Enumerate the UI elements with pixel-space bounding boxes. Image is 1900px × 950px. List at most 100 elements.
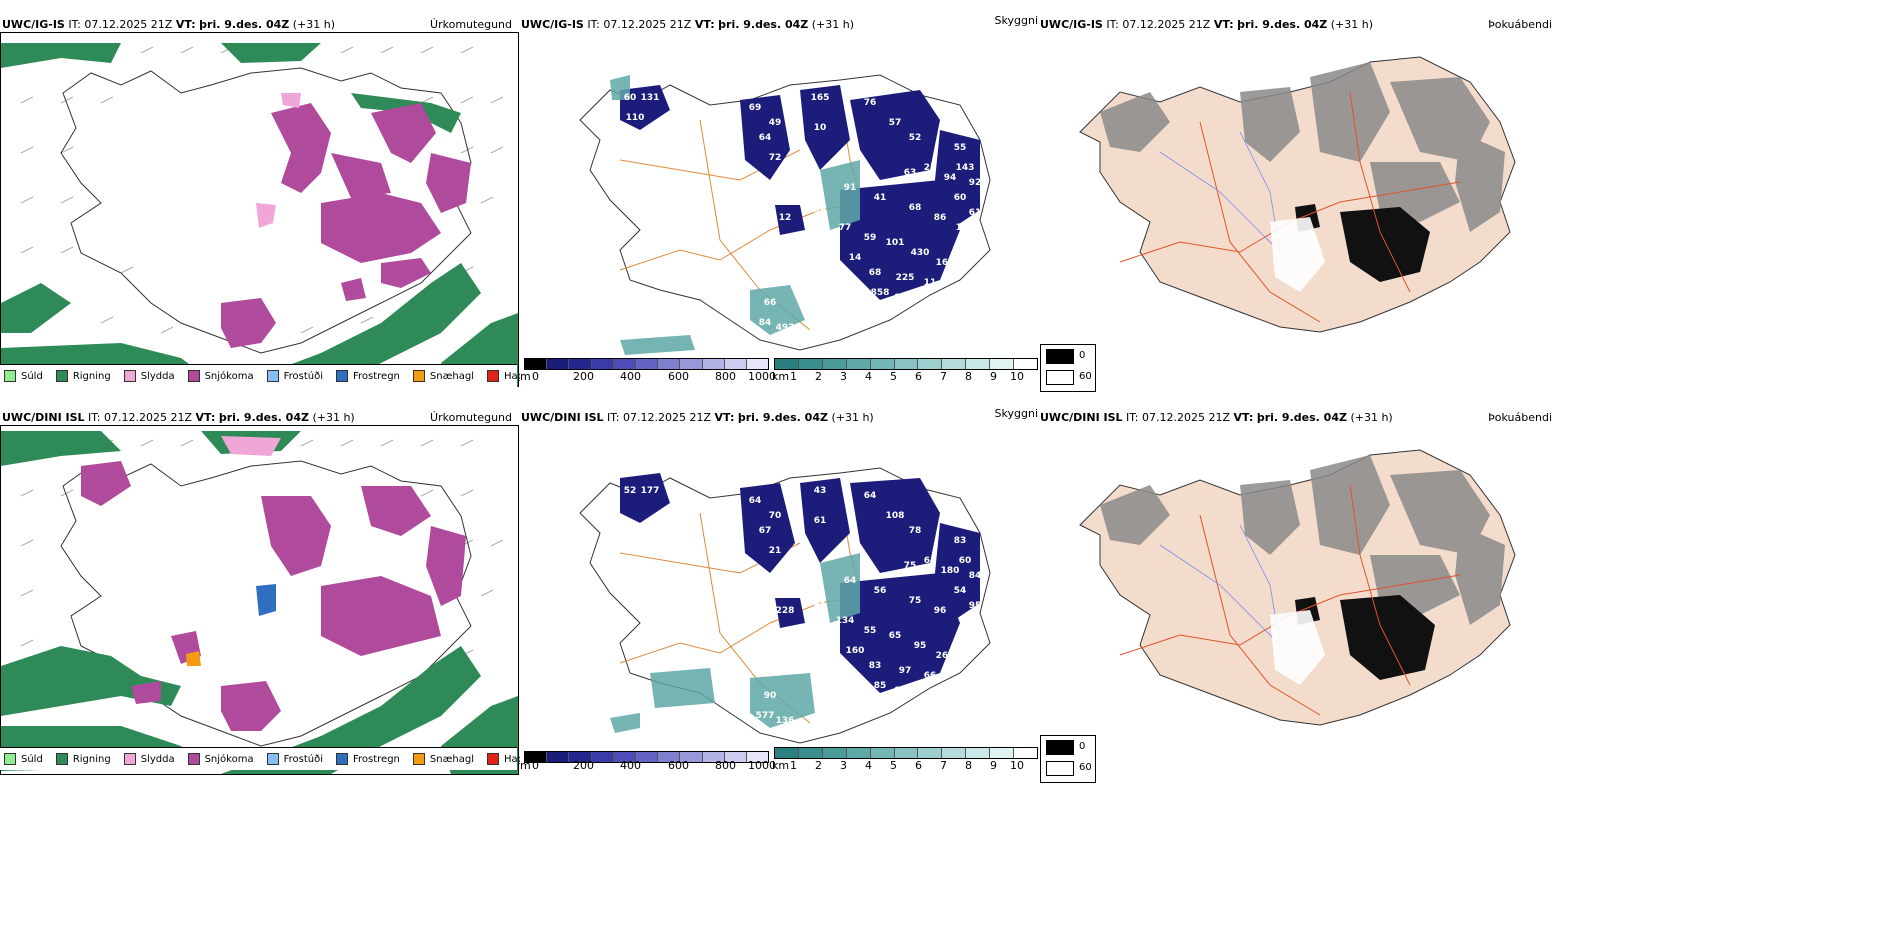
- colorbar-cell: [966, 359, 991, 369]
- tick: 5: [890, 759, 897, 772]
- legend-item: Frostregn: [336, 370, 400, 382]
- ceiling-value-label: 101: [886, 238, 905, 248]
- colorbar-cell: [635, 752, 659, 762]
- fog-key-low: 60: [1079, 762, 1092, 773]
- ceiling-value-label: 160: [846, 646, 865, 656]
- ceiling-value-label: 108: [886, 511, 905, 521]
- ceiling-value-label: 430: [911, 248, 930, 258]
- panel-header: UWC/DINI ISL IT: 07.12.2025 21Z VT: þri.…: [1040, 411, 1393, 424]
- fog-key: 0 60: [1040, 735, 1096, 783]
- fog-panel-row1: UWC/IG-IS IT: 07.12.2025 21Z VT: þri. 9.…: [1040, 12, 1560, 342]
- ceiling-value-label: 54: [954, 586, 967, 596]
- ceiling-colorbar: [524, 751, 769, 763]
- ceiling-value-label: 577: [756, 711, 775, 721]
- ceiling-value-label: 96: [934, 606, 947, 616]
- colorbar-cell: [870, 359, 895, 369]
- tick: 8: [965, 759, 972, 772]
- legend-item: Snjókoma: [187, 370, 254, 382]
- panel-title: Úrkomutegund: [430, 411, 512, 424]
- tick: 7: [940, 759, 947, 772]
- ceiling-value-label: 64: [864, 491, 877, 501]
- ceiling-value-label: 63: [779, 168, 792, 178]
- colorbar-cell: [870, 748, 895, 758]
- visibility-ticks: km 1 2 3 4 5 6 7 8 9 10: [772, 759, 1040, 773]
- ceiling-value-label: 55: [864, 626, 877, 636]
- tick: 200: [573, 370, 594, 383]
- visibility-colorbar: [774, 747, 1038, 759]
- ceiling-value-label: 76: [864, 98, 877, 108]
- colorbar-cell: [680, 359, 703, 369]
- tick: 8: [965, 370, 972, 383]
- ceiling-value-label: 493: [776, 323, 795, 333]
- colorbar-cell: [569, 359, 592, 369]
- legend-item: Slydda: [123, 753, 175, 765]
- legend-item: Rigning: [55, 370, 111, 382]
- ceiling-value-label: 92: [969, 178, 982, 188]
- ceiling-value-label: 65: [889, 631, 902, 641]
- visibility-colorbar: [774, 358, 1038, 370]
- ceiling-value-label: 60: [624, 93, 637, 103]
- colorbar-cell: [591, 359, 614, 369]
- legend-swatch: [336, 370, 348, 382]
- ceiling-value-label: 136: [776, 716, 795, 726]
- ceiling-value-label: 75: [904, 561, 917, 571]
- ceiling-value-label: 61: [969, 208, 982, 218]
- panel-header: UWC/IG-IS IT: 07.12.2025 21Z VT: þri. 9.…: [2, 18, 336, 31]
- tick: 9: [990, 370, 997, 383]
- colorbar-cell: [1014, 748, 1037, 758]
- cloud-map: 60 69 49 64 165 76 57 52 55 143 72 10 91 41 68 86 116 98 7…: [579, 74, 991, 355]
- panel-title: Skyggni: [994, 407, 1038, 420]
- colorbar-cell: [798, 748, 823, 758]
- tick: 0: [532, 759, 539, 772]
- tick: 400: [620, 370, 641, 383]
- ceiling-value-label: 186: [821, 656, 840, 666]
- tick: 0: [532, 370, 539, 383]
- panel-header: UWC/IG-IS IT: 07.12.2025 21Z VT: þri. 9.…: [521, 18, 855, 31]
- tick: 2: [815, 370, 822, 383]
- ceiling-value-label: 57: [889, 118, 902, 128]
- legend-item: Frostregn: [336, 753, 400, 765]
- ceiling-value-label: 83: [869, 661, 882, 671]
- colorbar-cell: [724, 359, 747, 369]
- tick: 400: [620, 759, 641, 772]
- tick: 4: [865, 759, 872, 772]
- legend-item: Snjókoma: [187, 753, 254, 765]
- ceiling-value-label: 85: [874, 681, 887, 691]
- fog-key-dark: [1046, 740, 1074, 755]
- ceiling-ticks: m 0 200 400 600 800 1000: [520, 759, 780, 773]
- ceiling-value-label: 130: [791, 576, 810, 586]
- colorbar-cell: [547, 752, 570, 762]
- ceiling-value-label: 90: [764, 691, 777, 701]
- ceiling-value-label: 79: [804, 243, 817, 253]
- visibility-unit: km: [772, 759, 790, 772]
- ceiling-value-label: 105: [801, 636, 820, 646]
- precip-legend: Súld Rigning Slydda Snjókoma Frostúði Fr…: [0, 747, 520, 770]
- fog-map: [1079, 56, 1516, 333]
- legend-item: Snæhagl: [412, 370, 474, 382]
- tick: 9: [990, 759, 997, 772]
- tick: 600: [668, 759, 689, 772]
- tick: 800: [715, 370, 736, 383]
- ceiling-value-label: 169: [936, 258, 955, 268]
- tick: 800: [715, 759, 736, 772]
- ceiling-value-label: 12: [779, 213, 792, 223]
- ceiling-value-label: 95: [914, 641, 927, 651]
- ceiling-value-label: 56: [874, 586, 887, 596]
- legend-item: Haglél: [487, 753, 520, 765]
- colorbar-cell: [591, 752, 614, 762]
- ceiling-unit: m: [520, 759, 531, 772]
- legend-item: Súld: [4, 753, 43, 765]
- fog-key: 0 60: [1040, 344, 1096, 392]
- colorbar-cell: [846, 748, 871, 758]
- ceiling-value-label: 43: [814, 486, 827, 496]
- fog-key-low: 60: [1079, 371, 1092, 382]
- colorbar-cell: [775, 748, 799, 758]
- colorbar-cell: [613, 752, 636, 762]
- colorbar-cell: [846, 359, 871, 369]
- colorbar-cell: [942, 748, 967, 758]
- fog-key-high: 0: [1079, 350, 1086, 361]
- colorbar-cell: [680, 752, 703, 762]
- tick: 6: [915, 759, 922, 772]
- colorbar-cell: [547, 359, 570, 369]
- ceiling-value-label: 72: [769, 153, 782, 163]
